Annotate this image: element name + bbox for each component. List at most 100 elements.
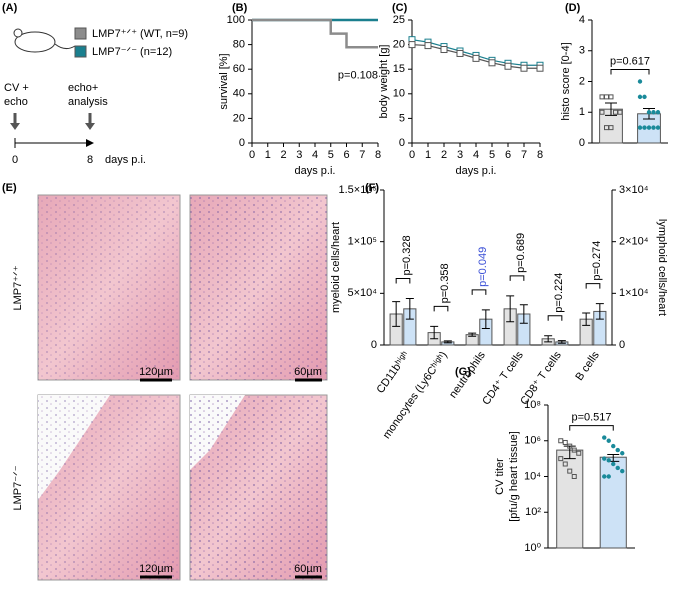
panel-label: (D) [565, 2, 581, 14]
marker [408, 41, 416, 49]
y-tick-label: 10⁸ [524, 399, 541, 411]
data-point [620, 451, 625, 456]
y-tick-label: 20 [233, 112, 245, 124]
data-point [567, 468, 573, 474]
y-tick-label: 0 [371, 339, 377, 351]
data-point [599, 109, 605, 115]
legend-swatch [74, 27, 87, 40]
y-tick-label: 3×10⁴ [619, 184, 649, 196]
data-point [571, 474, 577, 479]
x-tick-label: CD11bʰⁱᵍʰ [374, 350, 411, 396]
marker [520, 64, 528, 72]
bracket [569, 425, 614, 431]
y-axis-label: [pfu/g heart tissue] [508, 431, 520, 522]
bracket [395, 278, 411, 284]
scale-bar-label: 60µm [294, 563, 322, 575]
x-tick-label: monocytes (Ly6Cʰⁱᵍʰ) [381, 350, 450, 442]
y-tick-label: 1×10⁵ [348, 236, 377, 248]
data-point [637, 94, 643, 100]
marker [536, 64, 544, 72]
y-tick-label: 0 [399, 137, 405, 149]
row-label: LMP7⁺ᐟ⁺ [12, 265, 24, 310]
data-point [620, 468, 625, 474]
data-point [562, 461, 568, 467]
bracket [471, 289, 487, 295]
panel-label: (A) [2, 2, 18, 14]
data-point [615, 447, 620, 453]
y-axis-label: body weight [g] [378, 45, 390, 119]
x-tick-label: 5 [489, 149, 495, 161]
bar [556, 449, 584, 549]
y-tick-label: 80 [233, 39, 245, 51]
y-tick-label: 25 [393, 14, 405, 26]
data-point [617, 109, 623, 115]
y-tick-label: 2 [579, 75, 585, 87]
y-tick-label: 2×10⁴ [619, 236, 649, 248]
x-axis-label: days p.i. [456, 165, 497, 177]
data-point [602, 435, 607, 440]
data-point [655, 110, 661, 115]
legend-label: LMP7⁺ᐟ⁺ (WT, n=9) [92, 28, 188, 40]
data-point [651, 125, 656, 130]
annotation: p=0.517 [571, 412, 611, 424]
scale-bar-label: 60µm [294, 366, 322, 378]
x-tick-label: 4 [312, 149, 318, 161]
y-tick-label: 10⁶ [524, 435, 541, 447]
x-axis-label: days p.i. [295, 165, 336, 177]
diagram-text: 0 [12, 154, 18, 166]
y-axis-label: myeloid cells/heart [330, 222, 342, 313]
x-tick-label: 6 [505, 149, 511, 161]
y-tick-label: 10² [525, 506, 541, 518]
data-point [576, 450, 582, 456]
data-point [562, 439, 568, 445]
error-bar [506, 295, 515, 323]
x-tick-label: 0 [249, 149, 255, 161]
y-tick-label: 100 [227, 14, 245, 26]
x-tick-label: 3 [296, 149, 302, 161]
x-tick-label: 7 [359, 149, 365, 161]
error-bar [443, 340, 452, 344]
error-bar [519, 304, 528, 324]
y-axis-label: lymphoid cells/heart [656, 219, 668, 316]
data-point [606, 438, 611, 443]
data-point [604, 94, 609, 100]
error-bar [430, 325, 439, 340]
y-tick-label: 1.5×10⁵ [338, 184, 377, 196]
p-value: p=0.358 [439, 263, 451, 303]
histology-images [37, 194, 328, 581]
y-tick-label: 3 [579, 45, 585, 57]
error-bar [605, 102, 617, 116]
legend-label: LMP7⁻ᐟ⁻ (n=12) [92, 46, 172, 58]
error-bar [582, 312, 591, 326]
bracket [509, 275, 525, 281]
marker [488, 59, 496, 67]
y-axis-label: histo score [0-4] [560, 42, 572, 120]
p-value: p=0.328 [401, 235, 413, 275]
data-point [642, 94, 647, 100]
diagram-text: analysis [68, 96, 108, 108]
data-point [558, 438, 564, 444]
y-tick-label: 4 [579, 14, 585, 26]
diagram-text: 8 [87, 154, 93, 166]
x-tick-label: 8 [537, 149, 543, 161]
x-tick-label: neutrophils [447, 349, 488, 400]
y-tick-label: 1×10⁴ [619, 287, 649, 299]
panel-label: (E) [2, 182, 17, 194]
x-tick-label: 3 [457, 149, 463, 161]
x-tick-label: 7 [521, 149, 527, 161]
panel-label: (C) [392, 2, 408, 14]
y-tick-label: 0 [579, 137, 585, 149]
data-point [611, 443, 616, 449]
panel-label: (G) [455, 366, 471, 378]
legend-swatch [74, 45, 87, 58]
y-tick-label: 5 [399, 112, 405, 124]
p-value: p=0.049 [477, 247, 489, 287]
diagram-text: days p.i. [105, 154, 146, 166]
x-tick-label: B cells [573, 349, 602, 383]
data-point [602, 456, 607, 461]
data-point [567, 443, 573, 449]
annotation: p=0.617 [610, 55, 650, 67]
diagram-text: CV + [4, 82, 29, 94]
y-tick-label: 40 [233, 88, 245, 100]
diagram-text: echo+ [68, 82, 98, 94]
